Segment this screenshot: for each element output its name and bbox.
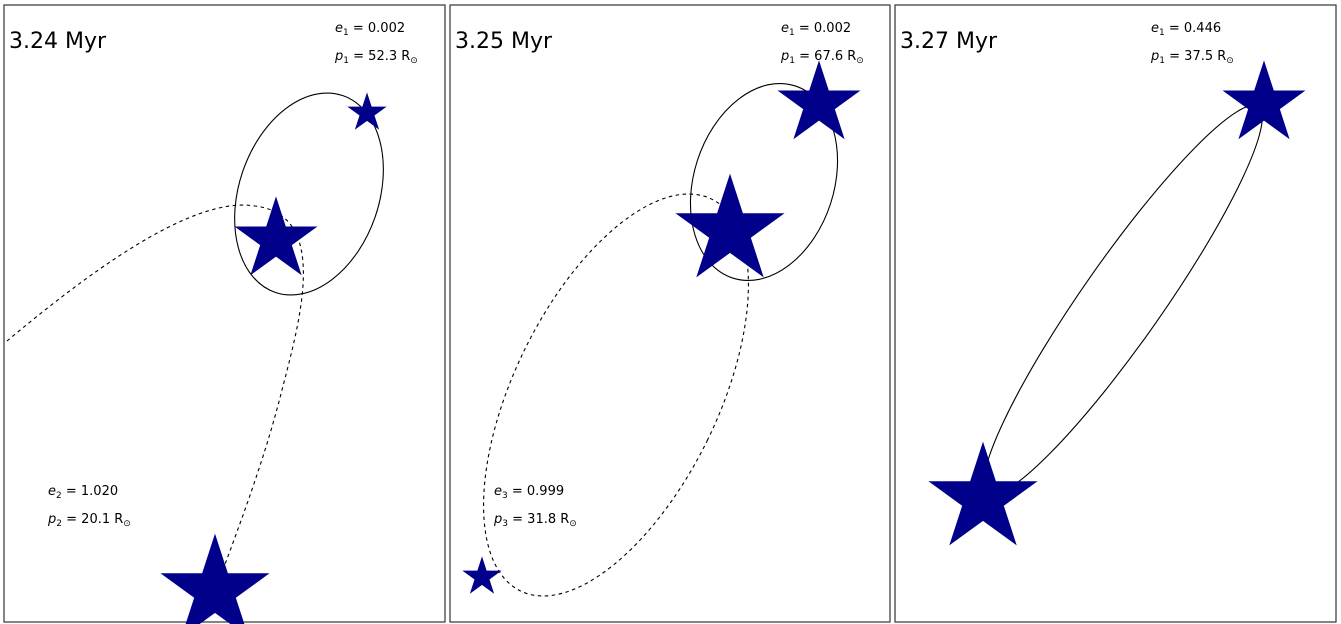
star-icon [160, 533, 270, 624]
inner-orbit [234, 92, 384, 296]
outer-orbit [483, 193, 749, 597]
panel-3-time: 3.27 Myr [900, 29, 998, 54]
inner-orbit [689, 82, 839, 282]
star-icon [1222, 60, 1306, 140]
panel-1-frame [3, 4, 446, 623]
panel-2-frame [449, 4, 891, 623]
panel-3: 3.27 Myr e1 = 0.446 p1 = 37.5 R⊙ [894, 4, 1337, 623]
outer-orbit [6, 204, 304, 619]
star-icon [928, 441, 1038, 546]
panel-1-label-e1: e1 = 0.002 [335, 21, 405, 38]
panel-1-label-e2: e2 = 1.020 [48, 484, 118, 501]
star-icon [675, 173, 785, 278]
panel-2: 3.25 Myr e1 = 0.002 p1 = 67.6 R⊙ e3 = 0.… [449, 4, 891, 623]
star-icon [462, 556, 502, 594]
panel-2-label-p3: p3 = 31.8 R⊙ [493, 512, 577, 529]
star-icon [777, 60, 861, 140]
star-icon [234, 196, 318, 276]
panel-1-time: 3.24 Myr [9, 29, 107, 54]
panel-1: 3.24 Myr e1 = 0.002 p1 = 52.3 R⊙ e2 = 1.… [3, 4, 446, 624]
panel-2-label-p1: p1 = 67.6 R⊙ [780, 49, 864, 66]
inner-orbit [983, 104, 1263, 496]
panel-2-label-e1: e1 = 0.002 [781, 21, 851, 38]
panel-1-label-p2: p2 = 20.1 R⊙ [47, 512, 131, 529]
panel-2-time: 3.25 Myr [455, 29, 553, 54]
star-icon [347, 92, 387, 130]
panel-1-label-p1: p1 = 52.3 R⊙ [334, 49, 418, 66]
panel-2-label-e3: e3 = 0.999 [494, 484, 564, 501]
panel-3-label-p1: p1 = 37.5 R⊙ [1150, 49, 1234, 66]
panel-3-frame [894, 4, 1337, 623]
panel-3-label-e1: e1 = 0.446 [1151, 21, 1221, 38]
